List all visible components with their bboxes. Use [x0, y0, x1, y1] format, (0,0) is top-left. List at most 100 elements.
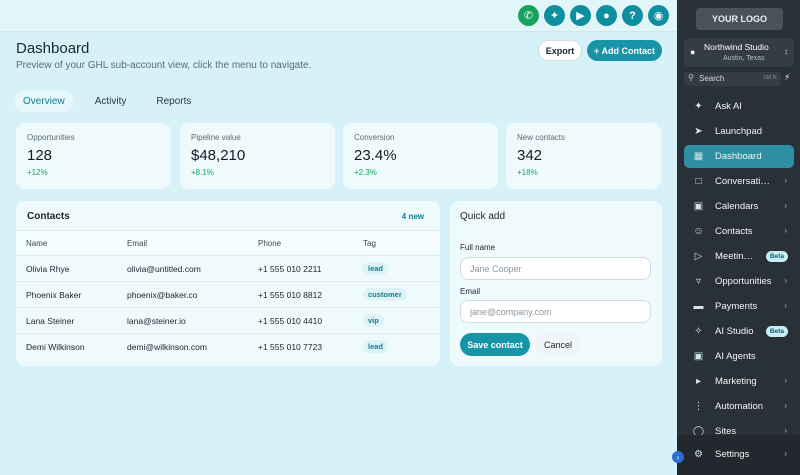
rocket-icon: ➤: [694, 126, 703, 137]
page-subtitle: Preview of your GHL sub-account view, cl…: [16, 60, 312, 71]
wand-icon: ✧: [694, 326, 703, 337]
sidebar-item-marketing[interactable]: ▸ Marketing ›: [684, 370, 794, 393]
tab-reports[interactable]: Reports: [156, 95, 192, 107]
chevron-right-icon: ›: [784, 449, 787, 458]
contact-phone: +1 555 010 4410: [258, 316, 323, 326]
sidebar-item-conversations[interactable]: □ Conversations ›: [684, 170, 794, 193]
sidebar-item-label: Payments: [715, 301, 758, 312]
sidebar-item-ai-agents[interactable]: ▣ AI Agents: [684, 345, 794, 368]
funnel-icon: ▿: [695, 276, 702, 287]
chevron-right-icon: ›: [784, 301, 787, 310]
sidebar-item-dashboard[interactable]: ▦ Dashboard: [684, 145, 794, 168]
logo: YOUR LOGO: [696, 8, 783, 30]
quick-add-title: Quick add: [460, 211, 506, 222]
account-location: Austin, Texas: [723, 55, 765, 62]
tab-activity[interactable]: Activity: [94, 95, 127, 107]
page-title: Dashboard: [16, 40, 90, 57]
contacts-icon: ☺: [693, 226, 704, 237]
tag-badge: customer: [363, 288, 407, 301]
stat-value: 128: [27, 147, 53, 164]
video-icon: ▷: [694, 251, 703, 262]
sidebar-item-label: Dashboard: [715, 151, 762, 162]
add-contact-button[interactable]: + Add Contact: [587, 40, 662, 61]
chevron-right-icon: ›: [784, 226, 787, 235]
stat-label: Pipeline value: [191, 133, 241, 142]
tag-badge: vip: [363, 314, 384, 327]
contacts-title: Contacts: [27, 211, 70, 222]
contact-phone: +1 555 010 7723: [258, 342, 323, 352]
bell-icon[interactable]: ●: [596, 5, 617, 26]
sidebar: YOUR LOGO ● Northwind Studio Austin, Tex…: [672, 0, 800, 475]
contact-name: Olivia Rhye: [26, 264, 70, 274]
chat-icon: □: [695, 176, 702, 187]
contact-name: Demi Wilkinson: [26, 342, 85, 352]
contact-email: demi@wilkinson.com: [127, 342, 207, 352]
eye-icon[interactable]: ◉: [648, 5, 669, 26]
sidebar-item-calendars[interactable]: ▣ Calendars ›: [684, 195, 794, 218]
sidebar-item-launchpad[interactable]: ➤ Launchpad: [684, 120, 794, 143]
megaphone-icon: ▸: [695, 376, 702, 387]
stat-card-conversion: Conversion 23.4% +2.3%: [343, 123, 498, 189]
table-header: Name Email Phone Tag: [16, 230, 440, 256]
megaphone-icon[interactable]: ▶: [570, 5, 591, 26]
top-icons: ✆ ✦ ▶ ● ? ◉: [518, 5, 669, 26]
stat-card-pipeline: Pipeline value $48,210 +8.1%: [180, 123, 335, 189]
contact-phone: +1 555 010 8812: [258, 290, 323, 300]
account-switcher[interactable]: ● Northwind Studio Austin, Texas ↕: [684, 38, 794, 67]
sidebar-item-label: Marketing: [715, 376, 757, 387]
contact-email: lana@steiner.io: [127, 316, 186, 326]
full-name-input[interactable]: [460, 257, 651, 280]
table-row[interactable]: Phoenix Baker phoenix@baker.co +1 555 01…: [16, 282, 440, 308]
email-input[interactable]: [460, 300, 651, 323]
sidebar-item-label: Contacts: [715, 226, 753, 237]
sidebar-item-label: Launchpad: [715, 126, 763, 137]
sidebar-item-meeting-ai[interactable]: ▷ Meeting AI Beta: [684, 245, 794, 268]
sidebar-item-label: Meeting AI: [715, 251, 755, 262]
search-shortcut: ctrl K: [763, 75, 777, 81]
stat-delta: +18%: [517, 168, 538, 177]
tab-overview[interactable]: Overview: [14, 90, 74, 112]
stat-card-opportunities: Opportunities 128 +12%: [16, 123, 171, 189]
column-header-tag: Tag: [363, 239, 376, 248]
gear-icon: ⚙: [694, 449, 703, 460]
chevron-right-icon: ›: [784, 201, 787, 210]
contact-email: olivia@untitled.com: [127, 264, 201, 274]
help-icon[interactable]: ?: [622, 5, 643, 26]
table-row[interactable]: Olivia Rhye olivia@untitled.com +1 555 0…: [16, 256, 440, 282]
table-row[interactable]: Lana Steiner lana@steiner.io +1 555 010 …: [16, 308, 440, 334]
stat-delta: +8.1%: [191, 168, 214, 177]
column-header-phone: Phone: [258, 239, 282, 248]
contact-phone: +1 555 010 2211: [258, 264, 322, 274]
quick-add-card: Quick add Full name Email Save contact C…: [450, 201, 662, 366]
bolt-icon[interactable]: ⚡: [784, 72, 791, 82]
chevron-right-icon: ›: [784, 426, 787, 435]
save-contact-button[interactable]: Save contact: [460, 333, 530, 356]
search-input[interactable]: ⚲ Search ctrl K: [684, 72, 781, 86]
magic-wand-icon[interactable]: ✦: [544, 5, 565, 26]
chevron-right-icon: ›: [784, 276, 787, 285]
column-header-name: Name: [26, 239, 48, 248]
sidebar-item-automation[interactable]: ⋮ Automation ›: [684, 395, 794, 418]
stat-card-new-contacts: New contacts 342 +18%: [506, 123, 661, 189]
sidebar-item-label: AI Agents: [715, 351, 756, 362]
sidebar-item-contacts[interactable]: ☺ Contacts ›: [684, 220, 794, 243]
sidebar-item-label: Ask AI: [715, 101, 742, 112]
sidebar-item-label: Conversations: [715, 176, 771, 187]
sidebar-item-payments[interactable]: ▬ Payments ›: [684, 295, 794, 318]
sidebar-item-sites[interactable]: ◯ Sites ›: [684, 420, 794, 443]
table-row[interactable]: Demi Wilkinson demi@wilkinson.com +1 555…: [16, 334, 440, 360]
contacts-card: Contacts 4 new Name Email Phone Tag Oliv…: [16, 201, 440, 366]
collapse-sidebar-icon[interactable]: ›: [672, 451, 684, 463]
export-button[interactable]: Export: [538, 40, 582, 61]
chevron-right-icon: ›: [784, 376, 787, 385]
sparkle-icon: ✦: [694, 101, 703, 112]
sidebar-item-ai-studio[interactable]: ✧ AI Studio Beta: [684, 320, 794, 343]
grid-icon: ▦: [693, 151, 704, 162]
sidebar-item-settings[interactable]: ⚙ Settings ›: [684, 443, 794, 466]
sidebar-item-ask-ai[interactable]: ✦ Ask AI: [684, 95, 794, 118]
workflow-icon: ⋮: [693, 401, 704, 412]
chevron-updown-icon: ↕: [784, 47, 788, 56]
sidebar-item-opportunities[interactable]: ▿ Opportunities ›: [684, 270, 794, 293]
cancel-button[interactable]: Cancel: [534, 333, 582, 356]
phone-icon[interactable]: ✆: [518, 5, 539, 26]
